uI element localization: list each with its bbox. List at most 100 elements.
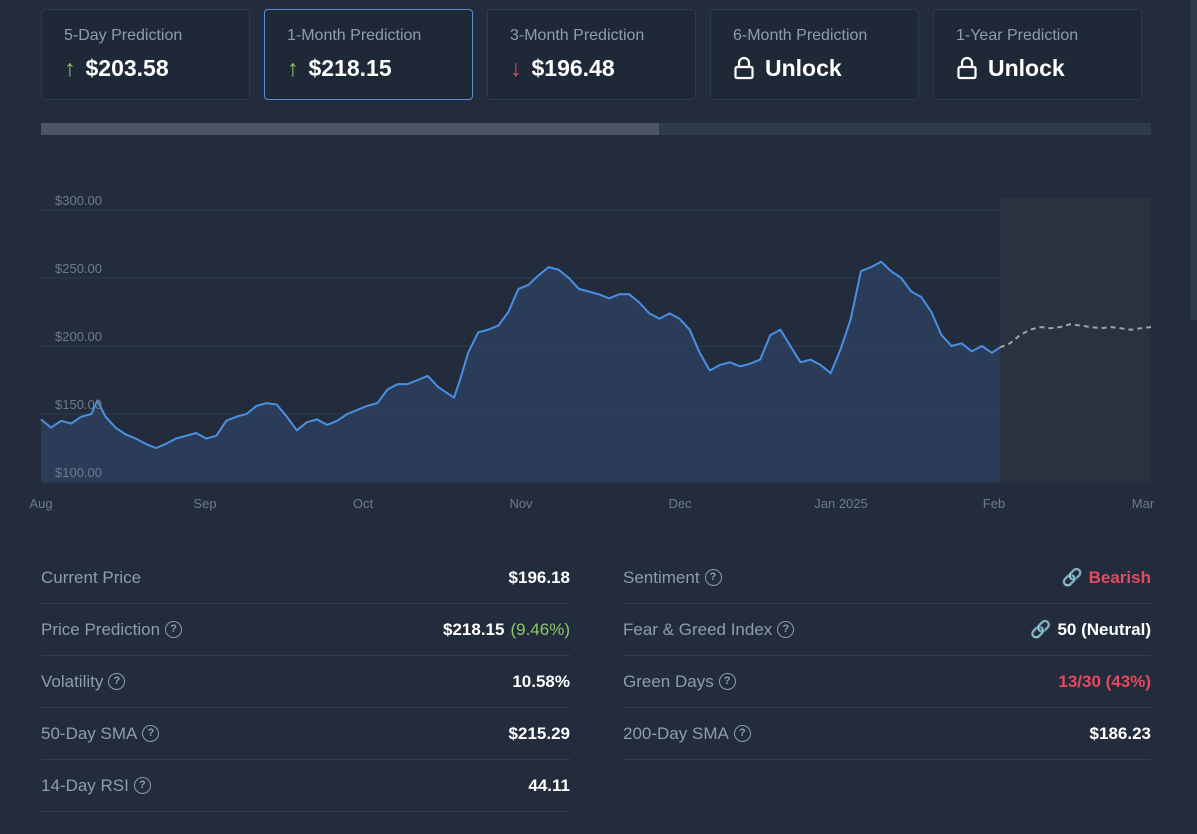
stat-label-text: Sentiment bbox=[623, 567, 700, 587]
stat-value-text: $218.15 bbox=[443, 619, 505, 639]
link-icon[interactable]: 🔗 bbox=[1030, 619, 1052, 639]
stat-value-text: 44.11 bbox=[528, 775, 570, 795]
stat-label-text: Current Price bbox=[41, 567, 142, 587]
scrollbar[interactable] bbox=[1191, 0, 1197, 320]
stat-row: Green Days? 13/30 (43%) bbox=[623, 656, 1151, 708]
stat-label-text: 50-Day SMA bbox=[41, 723, 138, 743]
stat-value: 10.58% bbox=[512, 672, 570, 692]
stat-label: 200-Day SMA? bbox=[623, 724, 751, 744]
prediction-card-2[interactable]: 3-Month Prediction ↓ $196.48 bbox=[487, 9, 696, 100]
stat-value-text: $215.29 bbox=[508, 723, 570, 743]
stat-value: 🔗 50 (Neutral) bbox=[1030, 620, 1151, 640]
stat-label-text: 200-Day SMA bbox=[623, 723, 729, 743]
x-tick-label: Mar bbox=[1132, 496, 1155, 511]
stat-label-text: 14-Day RSI bbox=[41, 775, 129, 795]
x-tick-label: Dec bbox=[668, 496, 692, 511]
stat-label: Current Price bbox=[41, 568, 141, 588]
stat-value: 44.11 bbox=[528, 776, 570, 796]
stat-row: Volatility? 10.58% bbox=[41, 656, 570, 708]
stat-value: $196.18 bbox=[509, 568, 570, 588]
stat-value: 13/30 (43%) bbox=[1058, 672, 1151, 692]
help-icon[interactable]: ? bbox=[718, 673, 736, 690]
stats-left: Current Price $196.18 Price Prediction? $21… bbox=[41, 552, 570, 812]
stats-right: Sentiment? 🔗 Bearish Fear & Greed Index? 🔗 50… bbox=[623, 552, 1151, 760]
help-icon[interactable]: ? bbox=[165, 621, 183, 638]
stat-label: Volatility? bbox=[41, 671, 126, 692]
help-icon[interactable]: ? bbox=[142, 725, 160, 742]
stat-row: Fear & Greed Index? 🔗 50 (Neutral) bbox=[623, 604, 1151, 656]
prediction-card-3[interactable]: 6-Month Prediction Unlock bbox=[710, 9, 919, 100]
prediction-card-4[interactable]: 1-Year Prediction Unlock bbox=[933, 9, 1142, 100]
arrow-up-icon: ↑ bbox=[64, 55, 76, 81]
y-tick-label: $200.00 bbox=[55, 329, 102, 344]
stat-value-text: 50 (Neutral) bbox=[1057, 619, 1151, 639]
stat-value: $218.15 (9.46%) bbox=[443, 620, 570, 640]
help-icon[interactable]: ? bbox=[777, 621, 795, 638]
card-label: 3-Month Prediction bbox=[510, 27, 645, 44]
card-label: 5-Day Prediction bbox=[64, 27, 183, 44]
card-value: Unlock bbox=[956, 54, 1141, 82]
stat-value: $215.29 bbox=[509, 724, 570, 744]
stat-label: Fear & Greed Index? bbox=[623, 619, 795, 640]
stat-label-text: Price Prediction bbox=[41, 619, 161, 639]
prediction-progress-fill bbox=[41, 123, 660, 135]
y-tick-label: $300.00 bbox=[55, 193, 102, 208]
stat-value-text: $196.18 bbox=[508, 567, 570, 587]
card-value-text: $203.58 bbox=[85, 55, 169, 81]
stat-row: 14-Day RSI? 44.11 bbox=[41, 760, 570, 812]
y-tick-label: $250.00 bbox=[55, 261, 102, 276]
stat-row: Sentiment? 🔗 Bearish bbox=[623, 552, 1151, 604]
arrow-down-icon: ↓ bbox=[510, 55, 522, 81]
y-tick-label: $100.00 bbox=[55, 465, 102, 480]
x-tick-label: Nov bbox=[509, 496, 533, 511]
price-chart[interactable]: $300.00 $250.00 $200.00 $150.00 $100.00 Aug Se… bbox=[0, 165, 1197, 525]
stat-label-text: Volatility bbox=[41, 671, 104, 691]
prediction-progress-track bbox=[41, 123, 1151, 135]
link-icon[interactable]: 🔗 bbox=[1061, 567, 1083, 587]
help-icon[interactable]: ? bbox=[133, 777, 151, 794]
prediction-card-0[interactable]: 5-Day Prediction ↑ $203.58 bbox=[41, 9, 250, 100]
stat-row: 50-Day SMA? $215.29 bbox=[41, 708, 570, 760]
prediction-card-1[interactable]: 1-Month Prediction ↑ $218.15 bbox=[264, 9, 473, 100]
stat-label: Price Prediction? bbox=[41, 619, 183, 640]
x-tick-label: Aug bbox=[29, 496, 52, 511]
stat-value: $186.23 bbox=[1090, 724, 1151, 744]
stat-extra: (9.46%) bbox=[510, 619, 570, 639]
y-tick-label: $150.00 bbox=[55, 397, 102, 412]
card-value: ↓ $196.48 bbox=[510, 54, 695, 82]
card-value: Unlock bbox=[733, 54, 918, 82]
stat-label: 14-Day RSI? bbox=[41, 776, 151, 796]
x-tick-label: Oct bbox=[353, 496, 374, 511]
stat-row: Current Price $196.18 bbox=[41, 552, 570, 604]
lock-icon bbox=[957, 56, 977, 80]
stat-value-text: $186.23 bbox=[1089, 723, 1151, 743]
lock-icon bbox=[734, 56, 754, 80]
card-value-text: $196.48 bbox=[531, 55, 615, 81]
help-icon[interactable]: ? bbox=[733, 725, 751, 742]
arrow-up-icon: ↑ bbox=[287, 55, 299, 81]
card-value: ↑ $203.58 bbox=[64, 54, 249, 82]
price-line bbox=[40, 260, 1001, 449]
prediction-cards: 5-Day Prediction ↑ $203.58 1-Month Predicti… bbox=[41, 9, 1142, 100]
price-area bbox=[41, 261, 1000, 482]
card-value-text: $218.15 bbox=[308, 55, 392, 81]
card-value: ↑ $218.15 bbox=[287, 54, 472, 82]
stat-value-text: 10.58% bbox=[512, 671, 570, 691]
stat-label-text: Fear & Greed Index bbox=[623, 619, 773, 639]
card-label: 1-Month Prediction bbox=[287, 27, 422, 44]
x-tick-label: Sep bbox=[193, 496, 216, 511]
help-icon[interactable]: ? bbox=[704, 569, 722, 586]
forecast-line bbox=[999, 323, 1152, 349]
x-tick-label: Jan 2025 bbox=[814, 496, 868, 511]
forecast-region bbox=[999, 198, 1151, 482]
stat-label: Sentiment? bbox=[623, 568, 722, 588]
stat-value-text: Bearish bbox=[1088, 567, 1151, 587]
card-label: 6-Month Prediction bbox=[733, 27, 868, 44]
stat-value: 🔗 Bearish bbox=[1061, 568, 1151, 588]
x-tick-label: Feb bbox=[983, 496, 1005, 511]
help-icon[interactable]: ? bbox=[108, 673, 126, 690]
stat-label-text: Green Days bbox=[623, 671, 714, 691]
stat-value-text: 13/30 (43%) bbox=[1058, 671, 1151, 691]
stat-label: Green Days? bbox=[623, 672, 736, 692]
stat-label: 50-Day SMA? bbox=[41, 723, 160, 744]
